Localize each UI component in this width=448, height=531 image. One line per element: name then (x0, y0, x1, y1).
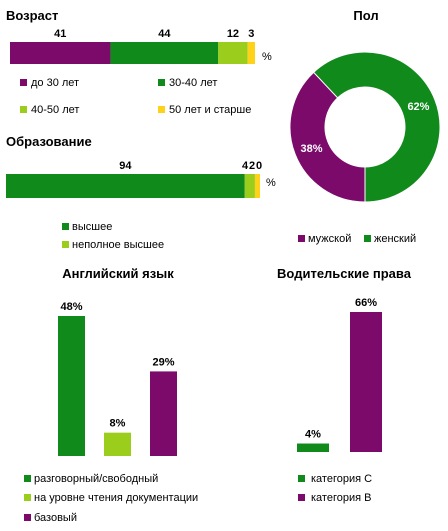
english-chart-title: Английский язык (62, 266, 174, 281)
education-unit: % (266, 177, 276, 189)
gender-slice-label: 62% (407, 101, 429, 113)
english-bar-value-label: 48% (60, 301, 82, 313)
english-bar-value-label: 8% (110, 418, 126, 430)
education-bar-segment (254, 174, 260, 198)
age-legend-label: 30-40 лет (169, 77, 217, 89)
license-bar (350, 312, 382, 452)
english-legend-label: на уровне чтения документации (34, 492, 198, 504)
age-legend-label: 50 лет и старше (169, 104, 251, 116)
education-bar-segment (6, 174, 245, 198)
legend-swatch (20, 106, 27, 113)
age-bar-value-label: 41 (54, 28, 66, 40)
legend-swatch (364, 235, 371, 242)
english-bar (58, 316, 85, 456)
education-bar-value-label: 4 (242, 160, 249, 172)
age-legend-label: до 30 лет (31, 77, 79, 89)
gender-chart-title: Пол (353, 8, 378, 23)
education-legend-label: высшее (72, 221, 112, 233)
legend-swatch (158, 79, 165, 86)
legend-swatch (298, 475, 305, 482)
education-legend-label: неполное высшее (72, 239, 164, 251)
age-bar-segment (247, 42, 255, 64)
gender-slice (312, 51, 441, 203)
age-unit: % (262, 51, 272, 63)
legend-swatch (20, 79, 27, 86)
age-chart: Возраст 41 44 12 3 % до 30 лет 30-40 лет 40-5… (6, 8, 272, 116)
legend-swatch (298, 494, 305, 501)
age-bar-value-label: 3 (248, 28, 254, 40)
legend-swatch (158, 106, 165, 113)
english-legend-label: разговорный/свободный (34, 473, 158, 485)
english-bar (104, 432, 131, 456)
license-chart: Водительские права 4% 66% категория С кате… (277, 266, 412, 504)
age-bar-segment (218, 42, 248, 64)
gender-slice (289, 71, 366, 203)
education-bar-segment (244, 174, 255, 198)
gender-legend-label: женский (374, 233, 416, 245)
gender-legend-label: мужской (308, 233, 351, 245)
gender-chart: Пол 38% 62% мужской женский (289, 8, 441, 245)
license-chart-title: Водительские права (277, 266, 412, 281)
age-legend-label: 40-50 лет (31, 104, 79, 116)
english-bar (150, 371, 177, 456)
legend-swatch (24, 494, 31, 501)
license-bar-value-label: 4% (305, 429, 321, 441)
english-bar-value-label: 29% (152, 356, 174, 368)
age-bar-value-label: 44 (158, 28, 171, 40)
english-legend-label: базовый (34, 512, 77, 524)
age-bar-segment (110, 42, 219, 64)
education-bar-value-label: 2 (249, 160, 255, 172)
education-chart: Образование 94 4 2 0 % высшее неполное высше… (6, 134, 276, 251)
legend-swatch (24, 475, 31, 482)
english-chart: Английский язык 48% 8% 29% разговорный/сво… (24, 266, 198, 524)
license-legend-label: категория В (311, 492, 371, 504)
legend-swatch (62, 223, 69, 230)
education-bar-value-label: 94 (119, 160, 132, 172)
legend-swatch (24, 514, 31, 521)
age-bar-value-label: 12 (227, 28, 239, 40)
age-chart-title: Возраст (6, 8, 58, 23)
gender-slice-label: 38% (301, 143, 323, 155)
education-chart-title: Образование (6, 134, 92, 149)
legend-swatch (62, 241, 69, 248)
license-bar (297, 443, 329, 452)
age-bar-segment (10, 42, 111, 64)
education-bar-value-label: 0 (256, 160, 262, 172)
license-bar-value-label: 66% (355, 297, 377, 309)
legend-swatch (298, 235, 305, 242)
license-legend-label: категория С (311, 473, 372, 485)
